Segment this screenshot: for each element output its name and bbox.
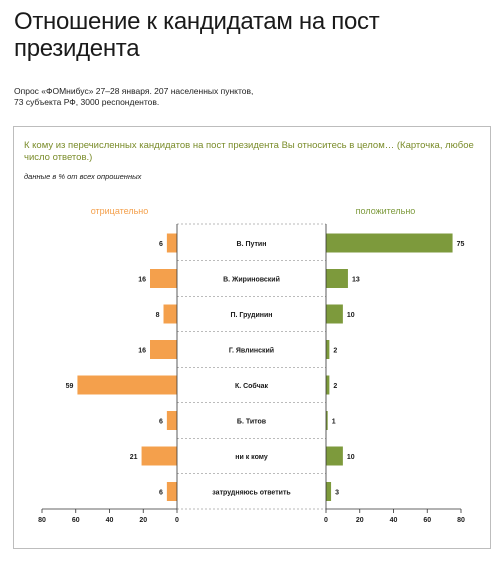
bar-positive: [326, 269, 348, 288]
data-label-positive: 75: [457, 241, 465, 248]
data-label-negative: 59: [66, 383, 74, 390]
x-tick-label-left: 0: [175, 517, 179, 524]
data-label-positive: 10: [347, 312, 355, 319]
data-label-positive: 1: [332, 419, 336, 426]
x-tick-label-right: 80: [457, 517, 465, 524]
data-label-positive: 3: [335, 490, 339, 497]
category-label: Б. Титов: [237, 419, 267, 426]
bar-negative: [166, 411, 177, 430]
data-label-negative: 8: [156, 312, 160, 319]
data-label-negative: 16: [138, 348, 146, 355]
bar-positive: [326, 233, 453, 253]
data-label-negative: 6: [159, 241, 163, 248]
bar-positive: [326, 375, 330, 395]
category-label: В. Путин: [237, 241, 267, 248]
x-tick-label-left: 20: [139, 517, 147, 524]
data-label-negative: 6: [159, 490, 163, 497]
category-label: ни к кому: [235, 454, 268, 461]
category-label: затрудняюсь ответить: [212, 490, 291, 497]
bar-negative: [150, 269, 177, 288]
bar-positive: [326, 482, 332, 501]
survey-question: К кому из перечисленных кандидатов на по…: [24, 140, 474, 163]
bar-positive: [326, 446, 343, 466]
x-tick-label-right: 60: [423, 517, 431, 524]
data-label-negative: 21: [130, 454, 138, 461]
data-label-positive: 10: [347, 454, 355, 461]
data-label-positive: 2: [333, 348, 337, 355]
data-note: данные в % от всех опрошенных: [24, 172, 142, 181]
bar-positive: [326, 340, 330, 359]
page-title: Отношение к кандидатам на пост президент…: [14, 8, 380, 62]
category-label: К. Собчак: [235, 382, 269, 390]
x-tick-label-left: 60: [72, 517, 80, 524]
x-tick-label-right: 40: [390, 517, 398, 524]
bar-positive: [326, 411, 328, 430]
chart-panel: [13, 126, 491, 549]
survey-info-line-2: 73 субъекта РФ, 3000 респондентов.: [14, 97, 160, 107]
data-label-positive: 2: [333, 383, 337, 390]
survey-info-line-1: Опрос «ФОМнибус» 27–28 января. 207 насел…: [14, 86, 254, 96]
x-tick-label-left: 80: [38, 517, 46, 524]
data-label-negative: 16: [138, 277, 146, 284]
data-label-positive: 13: [352, 277, 360, 284]
series-label-negative: отрицательно: [91, 206, 149, 216]
bar-negative: [163, 304, 177, 324]
bar-negative: [141, 446, 177, 466]
bar-negative: [166, 482, 177, 501]
category-label: Г. Явлинский: [229, 347, 274, 355]
bar-negative: [77, 375, 177, 395]
data-label-negative: 6: [159, 419, 163, 426]
x-tick-label-right: 0: [324, 517, 328, 524]
bar-positive: [326, 304, 343, 324]
category-label: В. Жириновский: [223, 276, 280, 284]
x-tick-label-right: 20: [356, 517, 364, 524]
survey-info: Опрос «ФОМнибус» 27–28 января. 207 насел…: [14, 86, 394, 108]
bar-negative: [166, 233, 177, 253]
x-tick-label-left: 40: [106, 517, 114, 524]
bar-negative: [150, 340, 177, 359]
category-label: П. Грудинин: [230, 312, 272, 319]
series-label-positive: положительно: [356, 206, 416, 216]
